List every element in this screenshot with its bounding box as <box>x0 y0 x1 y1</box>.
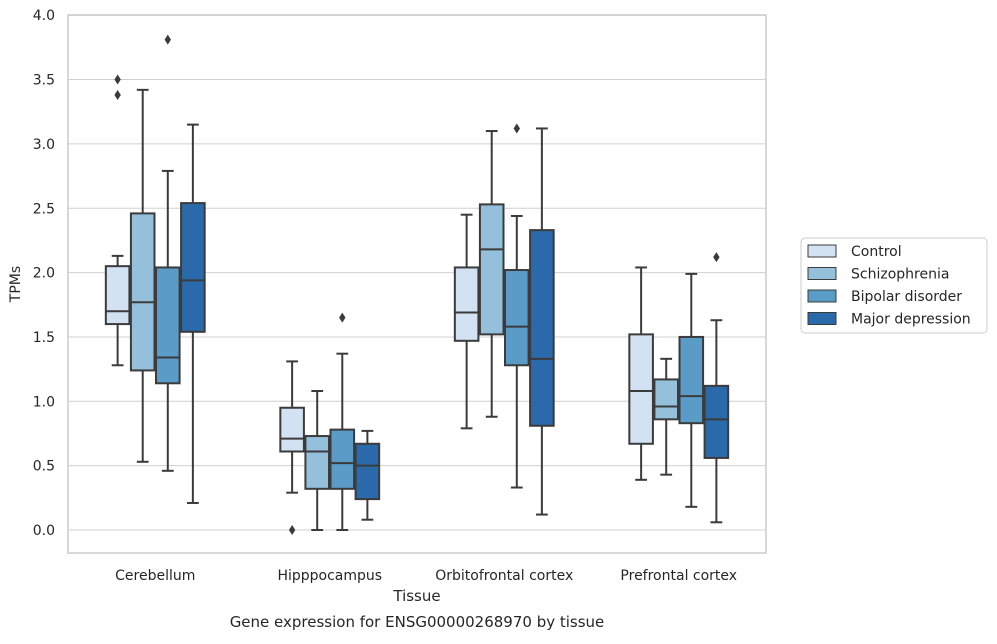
y-tick-label: 1.0 <box>33 394 55 410</box>
y-tick-label: 4.0 <box>33 8 55 24</box>
box-iqr <box>104 265 131 326</box>
box-iqr <box>628 333 654 445</box>
y-tick-label: 3.0 <box>33 137 55 153</box>
box-iqr <box>279 406 305 453</box>
box-iqr <box>703 384 730 459</box>
legend-frame <box>800 237 988 334</box>
box-bipolar-disorder <box>678 272 705 508</box>
chart-caption: Gene expression for ENSG00000268970 by t… <box>230 613 605 631</box>
box-iqr <box>678 335 705 425</box>
legend-label: Bipolar disorder <box>851 289 962 305</box>
box-iqr <box>529 229 555 427</box>
box-control <box>279 360 305 535</box>
outlier-point <box>164 34 171 45</box>
x-tick-labels: Cerebellum Hipppocampus Orbitofrontal cort… <box>115 568 737 584</box>
outlier-point <box>114 74 121 85</box>
legend-label: Major depression <box>851 312 971 328</box>
plot-frame <box>67 14 767 554</box>
box-iqr <box>504 269 530 367</box>
legend-label: Control <box>851 244 902 260</box>
boxes <box>104 34 730 535</box>
outlier-point <box>288 525 296 535</box>
y-axis-label: TPMs <box>8 266 24 303</box>
x-tick-label: Hipppocampus <box>277 568 382 584</box>
y-tick-label: 1.5 <box>33 330 55 346</box>
legend-swatch <box>807 289 837 303</box>
box-iqr <box>478 203 505 336</box>
legend-item: Schizophrenia <box>807 267 949 283</box>
box-iqr <box>653 378 679 421</box>
outlier-point <box>114 89 121 100</box>
y-tick-label: 2.5 <box>33 201 55 217</box>
box-bipolar-disorder <box>329 312 356 531</box>
outlier-point <box>339 312 346 323</box>
box-bipolar-disorder <box>504 123 530 489</box>
y-tick-labels: 0.0 0.5 1.0 1.5 2.0 2.5 3.0 3.5 4.0 <box>33 8 55 539</box>
x-tick-label: Cerebellum <box>115 568 195 584</box>
box-schizophrenia <box>129 88 156 463</box>
x-axis-label: Tissue <box>392 587 440 605</box>
box-major-depression <box>354 429 381 521</box>
legend-item: Control <box>807 244 902 260</box>
box-iqr <box>304 435 330 490</box>
y-tick-label: 2.0 <box>33 266 55 282</box>
box-iqr <box>329 428 356 490</box>
box-iqr <box>180 202 206 333</box>
box-major-depression <box>703 252 730 524</box>
y-tick-label: 3.5 <box>33 73 55 89</box>
legend-swatch <box>807 244 837 258</box>
box-control <box>104 74 131 367</box>
outlier-point <box>513 123 520 134</box>
y-tick-label: 0.0 <box>33 523 55 539</box>
x-tick-label: Prefrontal cortex <box>620 568 737 584</box>
legend-item: Bipolar disorder <box>807 289 962 305</box>
box-iqr <box>354 442 381 501</box>
legend-swatch <box>807 312 837 325</box>
y-tick-label: 0.5 <box>33 459 55 475</box>
box-control <box>628 266 654 481</box>
outlier-point <box>713 252 720 263</box>
box-major-depression <box>180 123 206 504</box>
legend: Control Schizophrenia Bipolar disorder Majo… <box>800 237 988 334</box>
box-schizophrenia <box>478 130 505 418</box>
box-control <box>453 213 480 430</box>
x-tick-label: Orbitofrontal cortex <box>435 568 573 584</box>
legend-swatch <box>807 267 837 280</box>
box-iqr <box>155 266 181 385</box>
box-iqr <box>453 266 480 342</box>
legend-label: Schizophrenia <box>851 267 949 283</box>
box-bipolar-disorder <box>155 34 181 472</box>
box-schizophrenia <box>304 390 330 531</box>
box-iqr <box>129 212 156 372</box>
box-schizophrenia <box>653 357 679 476</box>
box-major-depression <box>529 127 555 516</box>
legend-item: Major depression <box>807 312 971 328</box>
